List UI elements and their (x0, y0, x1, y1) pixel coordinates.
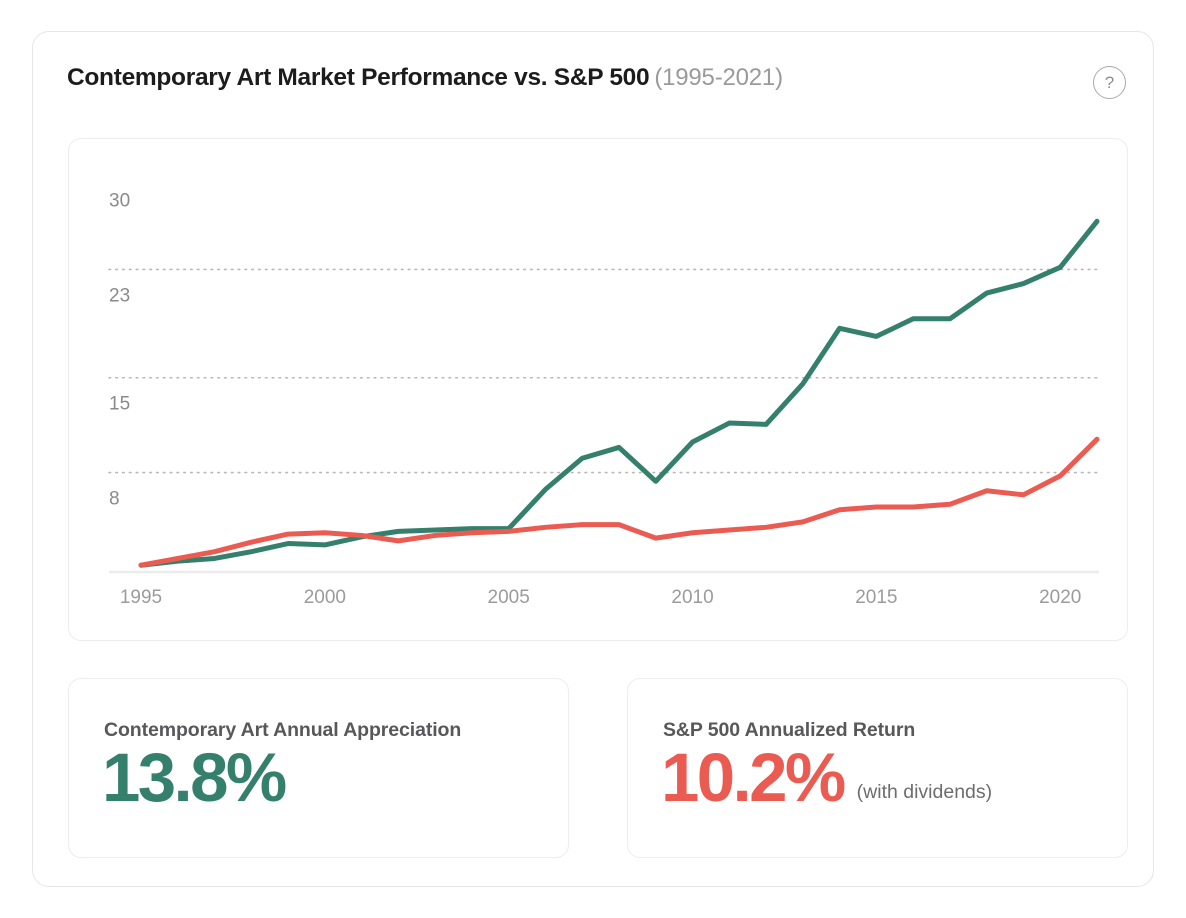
x-axis-tick-label: 1995 (120, 587, 162, 608)
chart-plot-area: 30 23 15 8 1995 2000 2005 2010 2015 2020 (68, 138, 1128, 641)
help-icon[interactable]: ? (1093, 66, 1126, 99)
stat-value: 13.8% (102, 739, 287, 816)
x-axis-tick-label: 2005 (488, 587, 530, 608)
card-header: Contemporary Art Market Performance vs. … (33, 32, 1153, 106)
stat-value-row: 13.8% (102, 743, 298, 812)
stat-value-row: 10.2% (with dividends) (661, 743, 992, 812)
stat-value: 10.2% (661, 739, 846, 816)
x-axis-tick-label: 2015 (855, 587, 897, 608)
y-axis-tick-label: 8 (109, 489, 120, 510)
stat-card-contemporary-art: Contemporary Art Annual Appreciation 13.… (68, 678, 569, 858)
stats-row: Contemporary Art Annual Appreciation 13.… (68, 678, 1128, 858)
stat-label: S&P 500 Annualized Return (663, 719, 916, 741)
y-axis-tick-label: 23 (109, 285, 130, 306)
x-axis-tick-label: 2000 (304, 587, 346, 608)
stat-note: (with dividends) (856, 781, 993, 803)
title-date-range: (1995-2021) (654, 64, 783, 91)
title-main-text: Contemporary Art Market Performance vs. … (67, 64, 650, 91)
chart-card: Contemporary Art Market Performance vs. … (32, 31, 1154, 887)
x-axis-tick-label: 2020 (1039, 587, 1081, 608)
line-chart: 30 23 15 8 1995 2000 2005 2010 2015 2020 (108, 191, 1100, 608)
y-axis-tick-label: 30 (109, 191, 130, 212)
page-title: Contemporary Art Market Performance vs. … (67, 64, 783, 91)
y-axis-tick-label: 15 (109, 394, 130, 415)
series-line-contemporary-art (138, 218, 1100, 568)
stat-card-sp500: S&P 500 Annualized Return 10.2% (with di… (627, 678, 1128, 858)
stat-label: Contemporary Art Annual Appreciation (104, 719, 462, 741)
x-axis-tick-label: 2010 (671, 587, 713, 608)
series-line-s-p-500 (138, 436, 1100, 568)
